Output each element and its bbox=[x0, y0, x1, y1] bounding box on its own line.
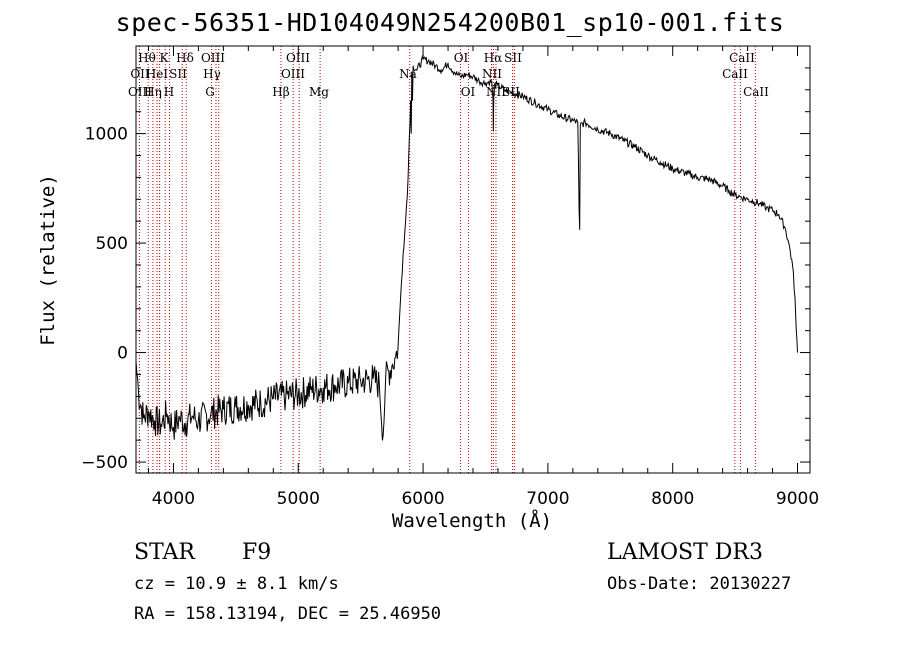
observation-date: Obs-Date: 20130227 bbox=[607, 574, 792, 594]
x-tick-label: 9000 bbox=[776, 489, 819, 509]
spectral-line-label: H bbox=[164, 85, 174, 99]
chart-title: spec-56351-HD104049N254200B01_sp10-001.f… bbox=[115, 8, 785, 37]
spectral-line-label: Hδ bbox=[176, 51, 194, 65]
spectral-line-label: CaII bbox=[722, 67, 748, 81]
spectral-line-label: OI bbox=[454, 51, 469, 65]
spectral-line-label: SII bbox=[502, 85, 520, 99]
spectral-line-label: OII bbox=[130, 67, 150, 81]
x-tick-label: 4000 bbox=[152, 489, 195, 509]
spectral-line-label: NII bbox=[482, 67, 502, 81]
y-tick-label: −500 bbox=[81, 453, 128, 473]
survey-name: LAMOST DR3 bbox=[607, 540, 763, 565]
y-tick-label: 500 bbox=[96, 234, 128, 254]
spectral-lines-layer bbox=[138, 46, 756, 473]
x-tick-label: 6000 bbox=[401, 489, 444, 509]
spectral-line-label: Na bbox=[399, 67, 417, 81]
spectral-line-label: OI bbox=[461, 85, 476, 99]
spectral-line-label: Hθ bbox=[138, 51, 156, 65]
x-tick-label: 7000 bbox=[526, 489, 569, 509]
spectral-line-label: Hη bbox=[144, 85, 162, 99]
spectral-line-label: Hα bbox=[484, 51, 503, 65]
spectral-line-label: CaII bbox=[743, 85, 769, 99]
spectral-line-label: SII bbox=[169, 67, 187, 81]
spectral-line-label: G bbox=[205, 85, 215, 99]
spectral-line-label: OIII bbox=[286, 51, 310, 65]
coordinates: RA = 158.13194, DEC = 25.46950 bbox=[134, 604, 442, 624]
spectral-line-label: Hγ bbox=[203, 67, 221, 81]
y-tick-label: 1000 bbox=[85, 125, 128, 145]
axis-ticks-layer: 4000 5000 6000 7000 8000 9000 −500 0 500 1000 bbox=[81, 46, 819, 509]
object-subclass: F9 bbox=[242, 540, 272, 565]
spectral-line-label: NII bbox=[486, 85, 506, 99]
x-tick-label: 5000 bbox=[277, 489, 320, 509]
spectral-line-label: SII bbox=[504, 51, 522, 65]
spectrum-line bbox=[135, 55, 798, 441]
y-axis-label: Flux (relative) bbox=[37, 174, 59, 346]
spectral-line-label: OIII bbox=[201, 51, 225, 65]
x-tick-label: 8000 bbox=[651, 489, 694, 509]
spectral-line-label: HeI bbox=[146, 67, 169, 81]
spectral-line-label: Mg bbox=[309, 85, 329, 99]
spectral-line-label: K bbox=[160, 51, 170, 65]
redshift-cz: cz = 10.9 ± 8.1 km/s bbox=[134, 574, 339, 594]
spectral-line-label: CaII bbox=[729, 51, 755, 65]
x-axis-label: Wavelength (Å) bbox=[391, 510, 553, 532]
spectral-line-label: OIII bbox=[128, 85, 152, 99]
object-class: STAR bbox=[134, 540, 195, 565]
spectral-line-label: OIII bbox=[281, 67, 305, 81]
y-tick-label: 0 bbox=[117, 344, 128, 364]
spectral-line-label: Hβ bbox=[272, 85, 289, 99]
